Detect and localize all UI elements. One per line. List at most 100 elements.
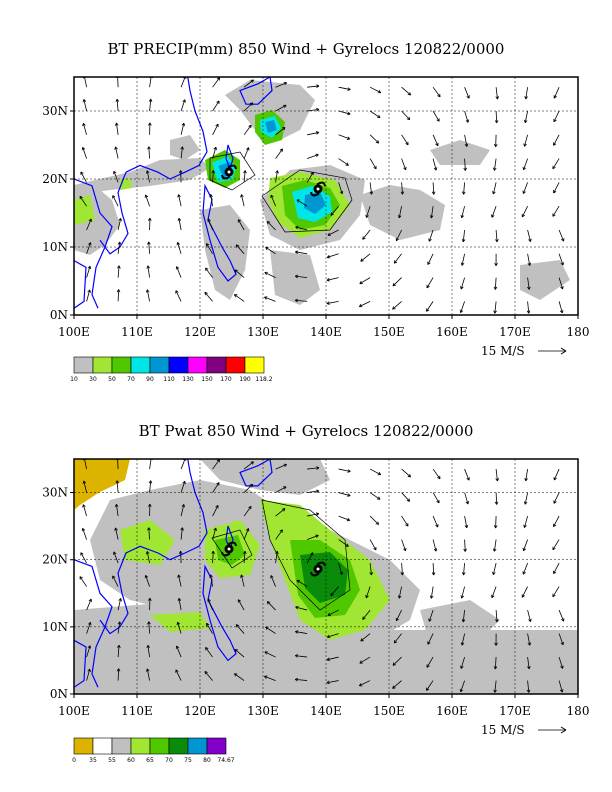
wind-arrowhead [114, 527, 118, 531]
wind-arrow [306, 171, 314, 183]
scale-label: 15 M/S [481, 723, 525, 737]
wind-arrowhead [426, 687, 430, 691]
wind-arrowhead [459, 309, 464, 314]
wind-arrow [295, 299, 308, 302]
wind-arrow [365, 586, 371, 599]
wind-arrowhead [315, 534, 319, 538]
wind-arrowhead [279, 529, 283, 533]
wind-arrow [524, 134, 528, 147]
wind-arrow [275, 529, 283, 540]
lat-tick-label: 10N [42, 240, 68, 254]
wind-arrow [401, 515, 409, 527]
wind-arrow [369, 110, 381, 118]
wind-arrow [464, 87, 470, 99]
wind-arrowhead [330, 212, 334, 216]
coastline-5 [239, 77, 273, 105]
wind-arrowhead [182, 480, 186, 485]
wind-arrowhead [466, 95, 470, 99]
colorbar-label: 30 [89, 376, 97, 383]
wind-arrowhead [560, 641, 564, 646]
wind-arrowhead [326, 254, 331, 259]
wind-arrowhead [294, 654, 299, 658]
wind-arrow [327, 609, 339, 616]
wind-arrow [212, 146, 217, 159]
wind-arrow [275, 551, 278, 564]
lon-tick-label: 140E [310, 704, 342, 718]
wind-arrow [464, 515, 468, 528]
wind-arrow [180, 504, 185, 517]
wind-arrowhead [559, 689, 564, 693]
wind-arrowhead [426, 284, 430, 289]
colorbar-label: 150 [201, 376, 213, 383]
wind-arrowhead [553, 95, 557, 99]
wind-arrowhead [279, 148, 283, 152]
wind-arrow [338, 86, 351, 90]
precip-area-7 [270, 250, 320, 305]
wind-arrow [86, 266, 91, 278]
wind-arrow [553, 468, 560, 481]
wind-arrow [83, 99, 87, 112]
wind-arrowhead [175, 645, 180, 649]
wind-arrowhead [117, 644, 121, 649]
wind-arrowhead [180, 146, 184, 150]
wind-arrowhead [461, 191, 466, 195]
wind-arrowhead [118, 598, 122, 602]
wind-arrowhead [494, 120, 499, 124]
wind-arrow [553, 182, 560, 194]
wind-arrow [307, 108, 320, 112]
wind-arrow [369, 158, 377, 170]
wind-arrow [401, 563, 403, 576]
wind-arrow [235, 624, 245, 634]
wind-arrowhead [406, 116, 411, 121]
wind-arrow [495, 229, 498, 242]
wind-arrow [401, 134, 409, 146]
wind-arrow [113, 551, 119, 564]
wind-arrowhead [177, 217, 182, 222]
wind-arrow [558, 609, 564, 622]
wind-arrow [237, 219, 245, 231]
lon-tick-label: 110E [121, 704, 153, 718]
wind-arrow [180, 527, 183, 540]
wind-arrow [553, 492, 560, 504]
wind-arrowhead [495, 478, 499, 482]
wind-arrowhead [560, 665, 564, 669]
wind-arrow [338, 468, 351, 472]
precip-area-2 [225, 80, 315, 140]
wind-arrow [295, 275, 308, 278]
wind-arrowhead [491, 214, 495, 218]
wind-arrowhead [310, 552, 314, 556]
wind-arrow [243, 483, 253, 493]
lon-tick-label: 100E [58, 325, 90, 339]
wind-arrow [553, 87, 560, 99]
wind-arrowhead [395, 237, 400, 242]
wind-arrow [558, 253, 564, 266]
wind-arrow [527, 657, 530, 670]
wind-arrow [235, 244, 245, 255]
wind-arrowhead [204, 671, 208, 675]
colorbar-label: 170 [220, 376, 232, 383]
wind-arrow [206, 623, 213, 634]
wind-arrow [338, 562, 343, 575]
wind-arrowhead [235, 624, 240, 628]
wind-arrow [393, 633, 402, 644]
wind-arrowhead [296, 199, 300, 203]
wind-arrowhead [112, 575, 116, 579]
wind-arrowhead [437, 475, 441, 480]
wind-arrowhead [347, 87, 351, 91]
wind-arrow [295, 631, 308, 634]
wind-arrowhead [215, 505, 219, 509]
map-body [74, 77, 570, 314]
wind-arrow [175, 669, 182, 681]
wind-arrow [275, 508, 286, 517]
wind-arrow [338, 492, 351, 497]
wind-arrow [330, 586, 339, 596]
wind-arrow [243, 79, 254, 88]
wind-arrowhead [436, 499, 440, 504]
wind-arrow [149, 480, 152, 493]
wind-arrow [264, 675, 276, 681]
wind-arrow [147, 645, 150, 658]
wind-arrowhead [428, 238, 432, 242]
wind-arrowhead [117, 621, 122, 625]
wind-arrowhead [246, 147, 250, 151]
